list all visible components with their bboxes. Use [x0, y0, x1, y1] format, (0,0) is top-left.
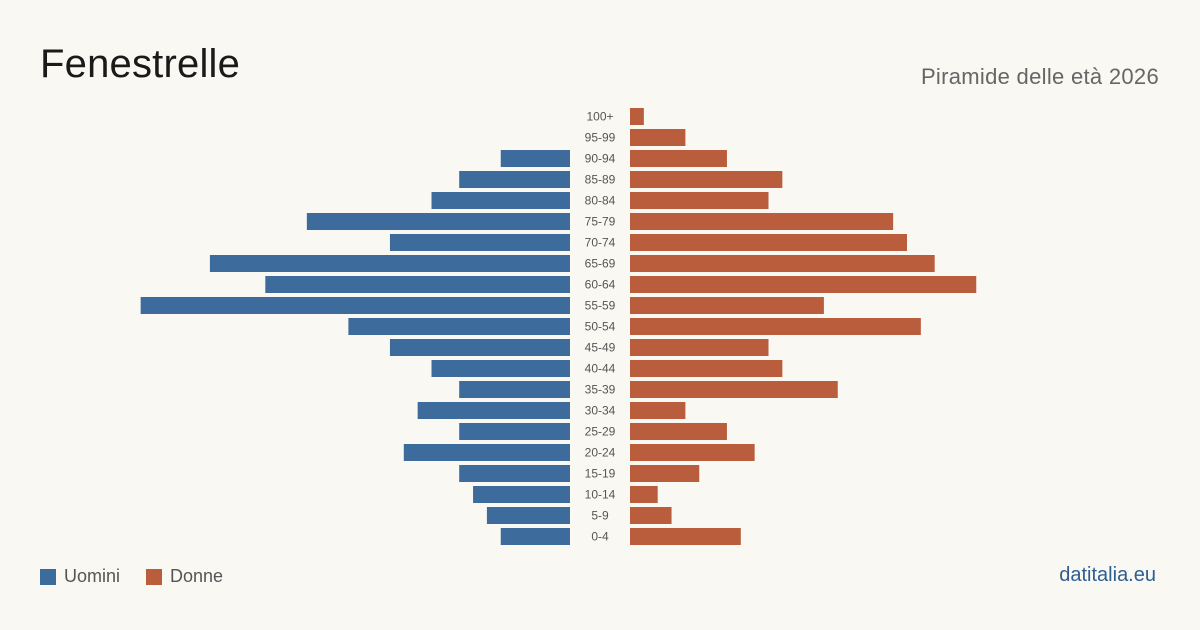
bar-male-85-89: [459, 171, 570, 188]
legend-swatch-male: [40, 568, 56, 585]
population-pyramid-chart: 100+ 95-99 90-94 85-89 80-84 75-79 70-74 65-69 6…: [140, 108, 977, 545]
bar-female-55-59: [630, 297, 824, 314]
chart-subtitle: Piramide delle età 2026: [920, 64, 1159, 89]
bar-male-20-24: [403, 444, 570, 461]
age-label-95-99: 95-99: [585, 131, 616, 145]
bar-female-60-64: [630, 276, 977, 293]
bar-female-45-49: [630, 339, 769, 356]
bar-female-50-54: [630, 318, 921, 335]
age-label-35-39: 35-39: [585, 383, 616, 397]
bar-female-10-14: [630, 486, 658, 503]
age-label-60-64: 60-64: [585, 278, 616, 292]
bar-male-40-44: [431, 360, 570, 377]
bar-male-65-69: [209, 255, 570, 272]
age-label-5-9: 5-9: [591, 509, 609, 523]
age-label-85-89: 85-89: [585, 173, 616, 187]
bar-male-15-19: [459, 465, 570, 482]
bar-female-30-34: [630, 402, 686, 419]
age-label-70-74: 70-74: [585, 236, 616, 250]
bar-male-30-34: [417, 402, 570, 419]
bar-male-10-14: [473, 486, 570, 503]
bar-male-55-59: [140, 297, 570, 314]
bar-female-20-24: [630, 444, 755, 461]
bar-female-65-69: [630, 255, 935, 272]
legend-item-male: Uomini: [40, 566, 120, 587]
age-label-15-19: 15-19: [585, 467, 616, 481]
bar-female-75-79: [630, 213, 894, 230]
bar-female-25-29: [630, 423, 727, 440]
bar-female-40-44: [630, 360, 783, 377]
legend-swatch-female: [146, 568, 163, 585]
age-label-80-84: 80-84: [585, 194, 616, 208]
age-label-20-24: 20-24: [585, 446, 616, 460]
bar-male-90-94: [500, 150, 570, 167]
bar-female-5-9: [630, 507, 672, 524]
bar-male-80-84: [431, 192, 570, 209]
bar-male-0-4: [500, 528, 570, 545]
age-label-90-94: 90-94: [585, 152, 616, 166]
bar-male-50-54: [348, 318, 570, 335]
bar-female-100+: [630, 108, 644, 125]
bar-male-60-64: [265, 276, 570, 293]
bar-male-45-49: [389, 339, 570, 356]
page-title: Fenestrelle: [40, 42, 241, 86]
bar-male-75-79: [306, 213, 570, 230]
bar-female-35-39: [630, 381, 838, 398]
brand-link[interactable]: datitalia.eu: [1059, 564, 1156, 586]
bar-male-5-9: [486, 507, 570, 524]
age-label-50-54: 50-54: [585, 320, 616, 334]
bar-female-85-89: [630, 171, 783, 188]
legend: Uomini Donne: [40, 566, 249, 587]
bar-female-15-19: [630, 465, 700, 482]
age-label-75-79: 75-79: [585, 215, 616, 229]
age-label-65-69: 65-69: [585, 257, 616, 271]
legend-label-female: Donne: [170, 566, 224, 586]
age-label-100+: 100+: [586, 110, 613, 124]
age-label-45-49: 45-49: [585, 341, 616, 355]
bar-female-80-84: [630, 192, 769, 209]
age-label-25-29: 25-29: [585, 425, 616, 439]
age-label-55-59: 55-59: [585, 299, 616, 313]
age-label-0-4: 0-4: [591, 530, 609, 544]
bar-female-95-99: [630, 129, 686, 146]
bar-male-25-29: [459, 423, 570, 440]
bar-male-70-74: [389, 234, 570, 251]
bar-female-90-94: [630, 150, 727, 167]
legend-item-female: Donne: [146, 566, 223, 587]
bar-male-35-39: [459, 381, 570, 398]
bar-female-70-74: [630, 234, 907, 251]
legend-label-male: Uomini: [64, 566, 121, 586]
bar-female-0-4: [630, 528, 741, 545]
age-label-30-34: 30-34: [585, 404, 616, 418]
age-label-10-14: 10-14: [585, 488, 616, 502]
age-label-40-44: 40-44: [585, 362, 616, 376]
